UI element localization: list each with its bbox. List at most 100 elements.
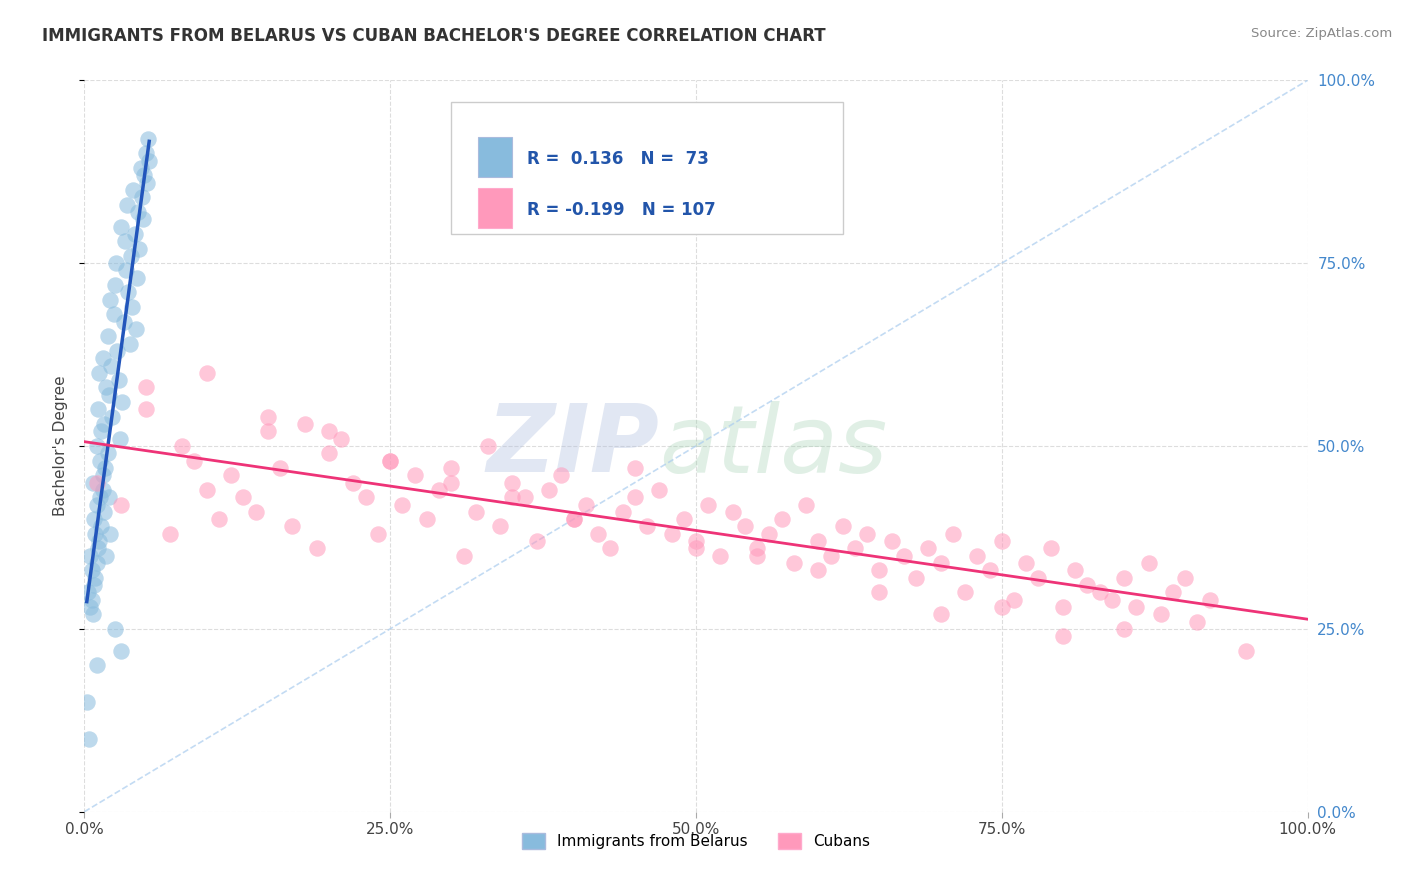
Point (1101, 592, 1123, 607)
Point (820, 549, 842, 563)
Text: R =  0.136   N =  73: R = 0.136 N = 73 (527, 150, 709, 169)
Point (91, 483, 114, 497)
Point (90, 425, 112, 439)
Point (367, 526, 389, 541)
Point (747, 549, 769, 563)
Point (120, 249, 142, 263)
Point (440, 461, 463, 475)
Point (94, 461, 117, 475)
Point (380, 453, 402, 467)
Legend: Immigrants from Belarus, Cubans: Immigrants from Belarus, Cubans (516, 827, 876, 855)
Point (112, 315, 135, 329)
Point (232, 490, 254, 504)
Text: ZIP: ZIP (486, 400, 659, 492)
Point (721, 505, 744, 519)
Point (84, 526, 107, 541)
Point (697, 498, 720, 512)
Y-axis label: Bachelor's Degree: Bachelor's Degree (52, 376, 67, 516)
Point (672, 512, 695, 526)
Point (1076, 578, 1098, 592)
Point (562, 512, 585, 526)
Point (87, 541, 110, 556)
Point (1198, 592, 1220, 607)
Point (159, 526, 181, 541)
Point (104, 622, 127, 636)
Point (135, 380, 157, 394)
Point (1052, 629, 1074, 643)
Point (124, 227, 146, 241)
Point (105, 256, 128, 270)
Point (979, 563, 1001, 577)
Point (709, 549, 731, 563)
Point (342, 475, 364, 490)
Point (208, 512, 231, 526)
Point (80, 563, 103, 577)
Point (172, 439, 194, 453)
Point (794, 498, 817, 512)
Point (87, 534, 110, 549)
Point (103, 307, 125, 321)
Point (87, 402, 110, 417)
Point (83, 578, 105, 592)
Point (318, 425, 340, 439)
Point (122, 183, 145, 197)
Point (97, 388, 120, 402)
Point (110, 498, 132, 512)
Point (1161, 585, 1184, 599)
Point (783, 556, 806, 570)
Point (1137, 556, 1160, 570)
Point (453, 549, 475, 563)
Point (550, 468, 572, 483)
FancyBboxPatch shape (478, 137, 513, 178)
Point (101, 409, 124, 424)
Point (245, 505, 267, 519)
Point (844, 541, 866, 556)
Point (599, 541, 621, 556)
Point (86, 439, 108, 453)
Point (1187, 615, 1209, 629)
Point (108, 432, 131, 446)
Point (77, 731, 100, 746)
Point (135, 176, 157, 190)
FancyBboxPatch shape (478, 188, 513, 228)
Point (502, 490, 524, 504)
Point (905, 571, 928, 585)
Point (86, 658, 108, 673)
Point (929, 556, 952, 570)
Point (97, 329, 120, 343)
Point (685, 541, 707, 556)
Point (96, 549, 118, 563)
Point (269, 461, 291, 475)
Point (929, 607, 952, 622)
Point (281, 519, 304, 533)
Point (966, 549, 988, 563)
Point (115, 263, 138, 277)
Point (380, 453, 402, 467)
Point (115, 197, 138, 211)
Point (117, 285, 139, 300)
Point (1114, 622, 1136, 636)
Point (127, 205, 149, 219)
Point (526, 534, 548, 549)
Point (257, 409, 280, 424)
Point (97, 490, 120, 504)
Point (869, 585, 891, 599)
Point (110, 219, 132, 234)
Point (90, 519, 112, 533)
Point (1028, 571, 1050, 585)
Point (586, 526, 609, 541)
Point (125, 270, 148, 285)
Point (953, 585, 976, 599)
Point (685, 534, 707, 549)
Point (110, 644, 132, 658)
Point (219, 468, 242, 483)
Point (391, 498, 413, 512)
Point (136, 132, 159, 146)
Point (84, 571, 107, 585)
Point (770, 512, 793, 526)
Point (86, 556, 108, 570)
Point (427, 483, 450, 497)
Point (807, 563, 830, 577)
Point (86, 498, 108, 512)
Point (831, 519, 853, 533)
